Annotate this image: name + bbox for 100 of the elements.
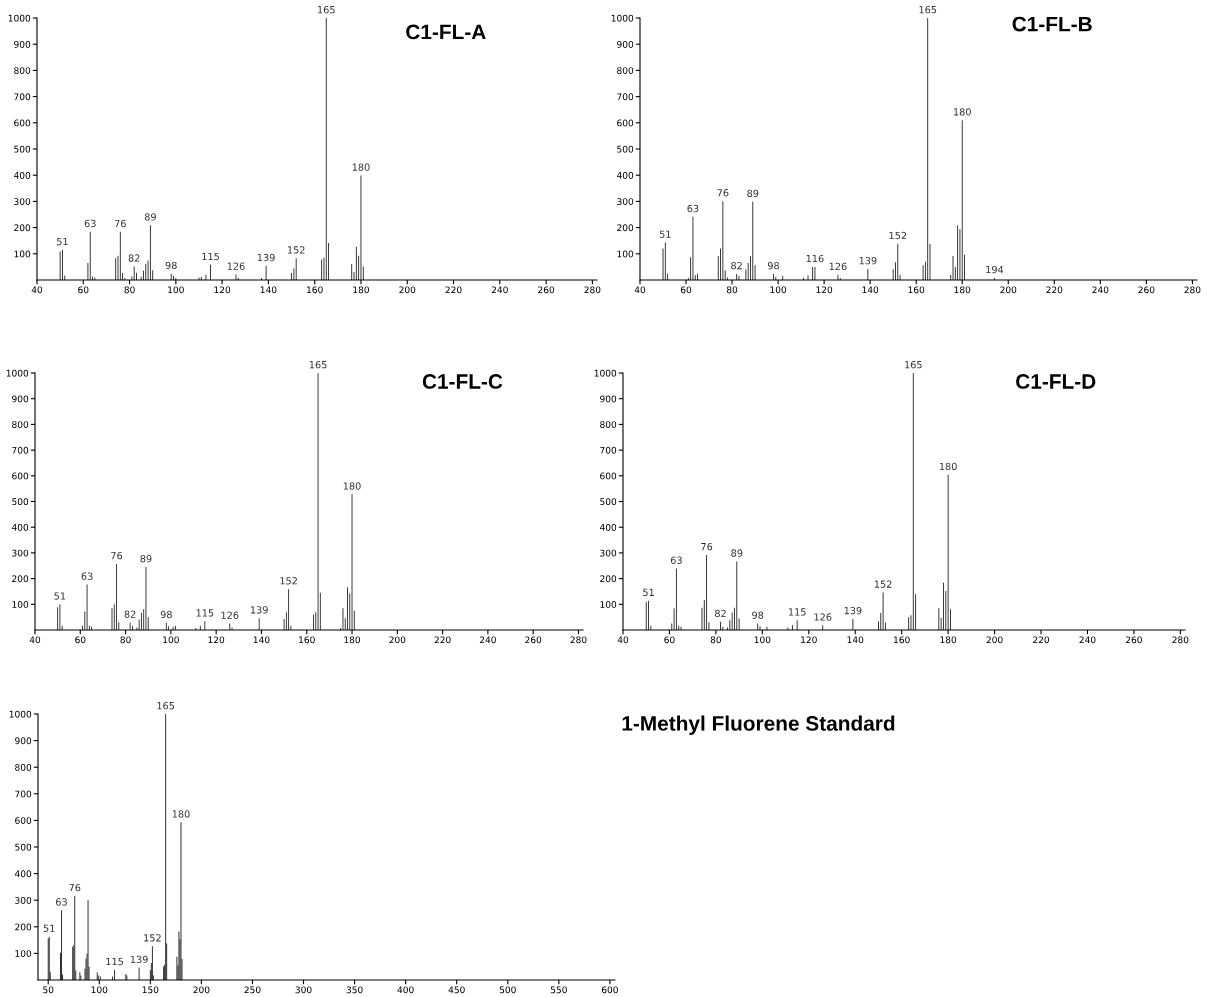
x-tick-label: 100 [163, 636, 179, 644]
annotation: 126 [829, 262, 847, 271]
annotation: 152 [144, 934, 161, 942]
annotation: 76 [717, 189, 729, 197]
x-tick-label: 260 [525, 636, 542, 644]
y-tick-label: 200 [12, 575, 29, 583]
y-tick-label: 300 [600, 549, 617, 557]
annotation: 139 [130, 955, 148, 964]
y-tick-label: 800 [12, 421, 29, 428]
y-tick-label: 700 [617, 93, 634, 101]
annotation: 82 [731, 261, 742, 270]
y-tick-label: 300 [14, 198, 31, 205]
annotation: 115 [106, 958, 124, 966]
annotation: 98 [767, 261, 780, 270]
x-tick-label: 180 [344, 636, 361, 644]
annotation: 63 [687, 204, 699, 213]
annotation: 139 [250, 606, 268, 614]
x-tick-label: 180 [353, 286, 369, 294]
x-tick-label: 60 [680, 286, 692, 294]
y-tick-label: 900 [14, 40, 31, 48]
chart-title: C1-FL-B [1012, 16, 1092, 32]
x-tick-label: 240 [1079, 636, 1096, 644]
x-tick-label: 500 [499, 986, 516, 994]
y-tick-label: 400 [13, 171, 31, 179]
x-tick-label: 160 [908, 286, 925, 294]
annotation: 165 [318, 5, 335, 14]
x-tick-label: 100 [168, 286, 184, 294]
y-tick-label: 100 [15, 950, 32, 957]
annotation: 51 [43, 924, 55, 932]
x-tick-label: 240 [491, 286, 508, 294]
x-tick-label: 40 [31, 286, 43, 294]
annotation: 126 [221, 611, 239, 619]
x-tick-label: 180 [954, 286, 971, 294]
y-tick-label: 300 [12, 549, 29, 557]
x-tick-label: 180 [940, 636, 957, 644]
x-tick-label: 60 [664, 636, 675, 644]
x-tick-label: 240 [479, 636, 496, 644]
x-tick-label: 120 [208, 636, 225, 644]
y-tick-label: 800 [600, 421, 617, 428]
text: 1-Methyl Fluorene Standard [622, 715, 895, 735]
y-tick-label: 700 [15, 790, 32, 798]
x-tick-label: 140 [253, 636, 270, 644]
chart-title: C1-FL-D [1016, 374, 1096, 389]
x-tick-label: 40 [29, 636, 41, 644]
x-tick-label: 80 [726, 286, 738, 294]
annotation: 152 [889, 231, 907, 240]
x-tick-label: 80 [124, 286, 135, 294]
x-tick-label: 450 [448, 986, 465, 994]
annotation: 180 [352, 163, 370, 171]
x-tick-label: 60 [75, 636, 86, 644]
x-tick-label: 80 [710, 636, 722, 644]
y-tick-label: 600 [600, 472, 617, 480]
annotation: 139 [859, 256, 877, 265]
x-tick-label: 220 [434, 636, 451, 644]
annotation: 51 [659, 230, 671, 238]
y-tick-label: 900 [12, 395, 29, 403]
x-tick-label: 220 [1046, 286, 1063, 294]
annotation: 76 [701, 542, 713, 551]
x-tick-label: 240 [1092, 286, 1109, 294]
annotation: 82 [124, 610, 136, 618]
x-tick-label: 280 [584, 286, 601, 294]
annotation: 63 [81, 572, 93, 580]
annotation: 51 [54, 592, 66, 600]
annotation: 152 [287, 246, 305, 254]
x-tick-label: 120 [801, 636, 817, 644]
x-tick-label: 40 [617, 636, 629, 644]
annotation: 89 [144, 213, 156, 221]
x-tick-label: 40 [634, 286, 646, 294]
y-tick-label: 600 [617, 119, 634, 127]
y-tick-label: 200 [617, 224, 634, 232]
y-tick-label: 900 [617, 40, 634, 48]
x-tick-label: 200 [193, 986, 210, 994]
y-tick-label: 600 [12, 472, 29, 480]
x-tick-label: 200 [399, 286, 416, 294]
x-tick-label: 120 [816, 286, 833, 294]
annotation: 165 [157, 701, 175, 710]
annotation: 115 [196, 609, 214, 617]
annotation: 76 [114, 219, 126, 228]
x-tick-label: 100 [770, 286, 787, 294]
x-tick-label: 50 [43, 986, 54, 994]
x-tick-label: 140 [862, 286, 879, 294]
y-tick-label: 400 [11, 523, 29, 531]
y-tick-label: 500 [12, 498, 29, 506]
x-tick-label: 200 [389, 636, 406, 644]
annotation: 126 [227, 262, 245, 270]
x-tick-label: 200 [1000, 286, 1017, 294]
y-tick-label: 1000 [9, 710, 32, 718]
x-tick-label: 220 [1033, 636, 1050, 644]
x-tick-label: 120 [214, 286, 231, 294]
y-tick-label: 100 [600, 601, 617, 608]
annotation: 115 [202, 252, 219, 261]
annotation: 180 [343, 482, 361, 490]
annotation: 152 [280, 577, 297, 585]
y-tick-label: 600 [15, 817, 32, 824]
x-tick-label: 350 [346, 986, 363, 994]
annotation: 165 [309, 360, 327, 369]
y-tick-label: 300 [15, 896, 32, 904]
annotation: 98 [752, 611, 764, 619]
y-tick-label: 900 [600, 395, 617, 403]
annotation: 89 [747, 189, 759, 197]
